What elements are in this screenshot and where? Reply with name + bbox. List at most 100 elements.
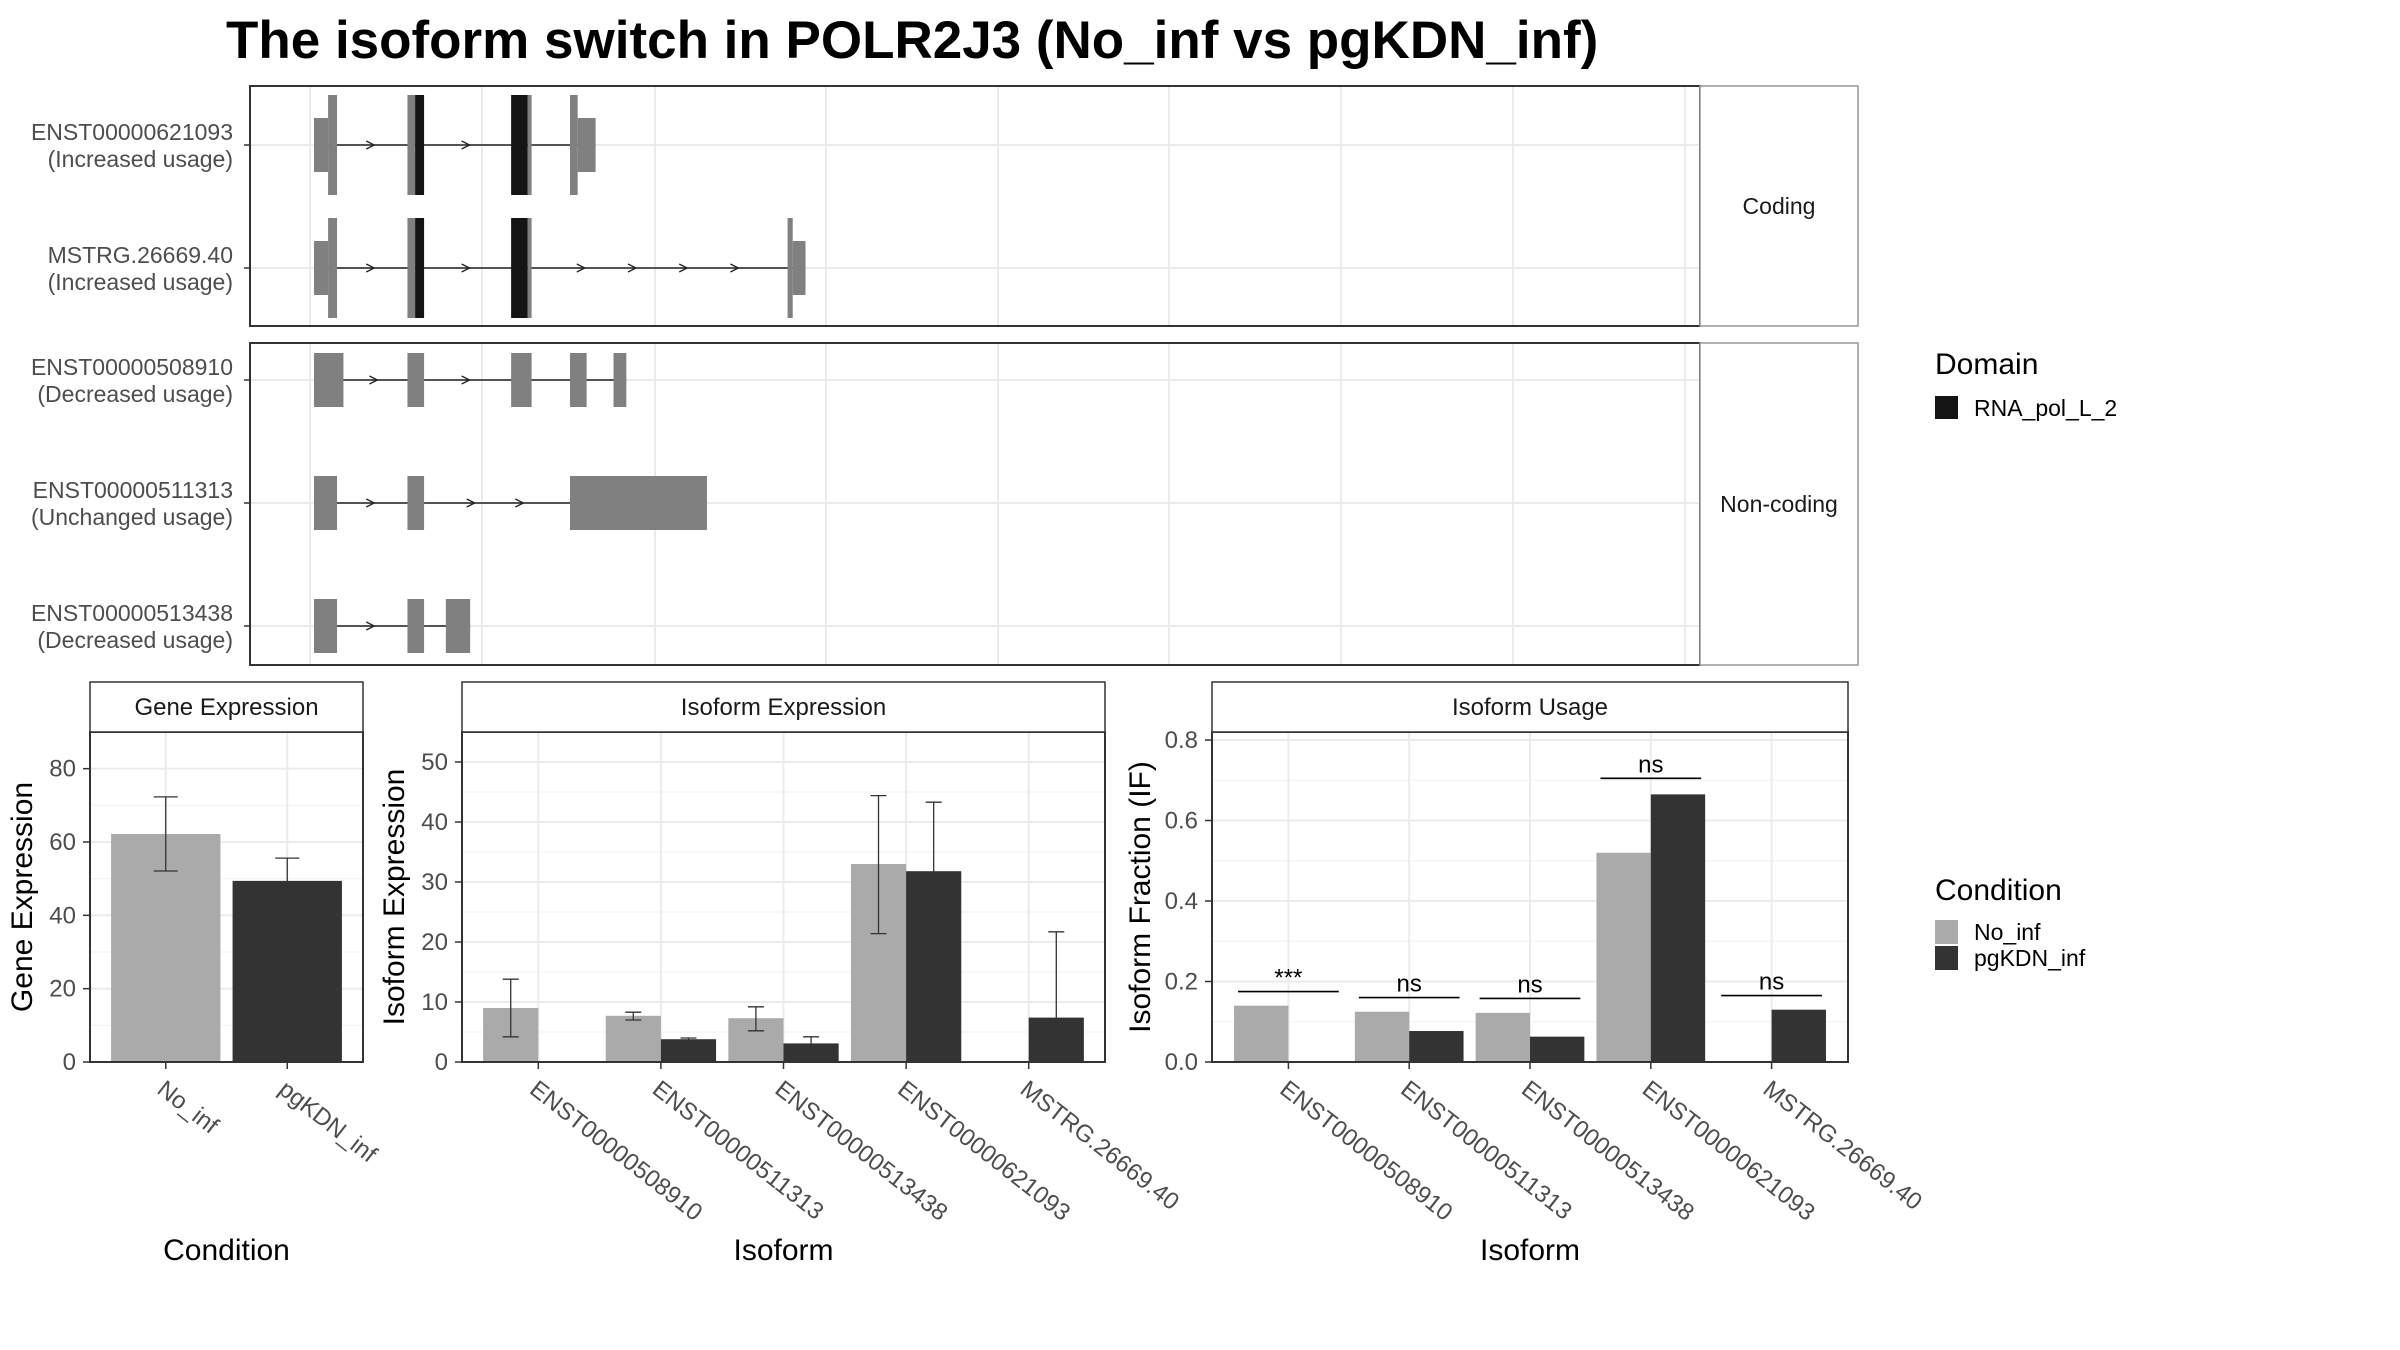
coding-exon: [328, 95, 338, 195]
bar: [660, 1039, 717, 1062]
domain-block: [415, 218, 425, 318]
utr-exon: [445, 599, 471, 653]
bar: [1409, 1031, 1464, 1062]
y-tick-label: 0.6: [1165, 808, 1198, 835]
bar: [783, 1043, 839, 1062]
intron-arrow-icon: [369, 375, 379, 385]
transcript-label: ENST00000508910: [31, 354, 233, 380]
significance-label: ns: [1638, 751, 1663, 778]
bar: [111, 833, 221, 1062]
utr-exon: [407, 599, 425, 653]
utr-exon: [407, 476, 425, 530]
coding-exon: [570, 95, 578, 195]
transcript-enst00000513438: ENST00000513438(Decreased usage): [31, 599, 471, 653]
facet-strip: [1699, 85, 1859, 327]
utr-exon: [314, 118, 329, 172]
significance-label: ns: [1517, 971, 1542, 998]
intron-arrow-icon: [627, 263, 638, 273]
x-tick-label: pgKDN_inf: [274, 1075, 382, 1168]
intron-arrow-icon: [365, 621, 376, 631]
isoform-usage-chart: ***ENST00000508910nsENST00000511313nsENS…: [1124, 681, 1927, 1267]
bar: [1771, 1009, 1826, 1062]
facet-strip-label: Coding: [1743, 193, 1816, 219]
x-tick-label: No_inf: [152, 1075, 224, 1139]
y-tick-label: 40: [421, 809, 448, 836]
y-tick-label: 60: [49, 829, 76, 856]
transcript-enst00000621093: ENST00000621093(Increased usage): [31, 95, 596, 195]
utr-exon: [314, 476, 338, 530]
coding-exon: [407, 218, 416, 318]
utr-exon: [570, 476, 707, 530]
significance-label: ns: [1397, 971, 1422, 998]
intron-arrow-icon: [365, 140, 376, 150]
transcript-usage-label: (Increased usage): [48, 146, 233, 172]
y-tick-label: 40: [49, 902, 76, 929]
y-axis-title: Isoform Expression: [378, 769, 411, 1026]
x-axis-title: Condition: [163, 1234, 290, 1267]
y-axis-title: Isoform Fraction (IF): [1124, 761, 1157, 1033]
transcript-label: ENST00000511313: [33, 477, 233, 503]
chart-strip: [1211, 681, 1849, 733]
utr-exon: [577, 118, 596, 172]
coding-exon: [527, 218, 532, 318]
bar: [1596, 852, 1651, 1062]
significance-label: ***: [1274, 965, 1302, 992]
y-tick-label: 30: [421, 869, 448, 896]
bar: [605, 1015, 661, 1062]
intron-arrow-icon: [365, 263, 376, 273]
utr-exon: [314, 241, 329, 295]
utr-exon: [511, 353, 532, 407]
transcript-mstrg.26669.40: MSTRG.26669.40(Increased usage): [48, 218, 806, 318]
coding-exon: [527, 95, 532, 195]
chart-strip-title: Isoform Usage: [1452, 694, 1608, 721]
intron-arrow-icon: [461, 140, 472, 150]
y-tick-label: 0: [435, 1049, 448, 1076]
condition-legend-key: [1935, 946, 1958, 970]
chart-strip: [89, 681, 364, 733]
coding-exon: [407, 95, 416, 195]
condition-legend-label: pgKDN_inf: [1974, 945, 2086, 971]
intron-arrow-icon: [730, 263, 740, 273]
intron-arrow-icon: [461, 263, 472, 273]
transcript-structure-plot: ENST00000621093(Increased usage) MSTRG.26…: [31, 85, 1859, 666]
facet-strip-label: Non-coding: [1720, 491, 1838, 517]
structure-panel-border: [249, 85, 1701, 327]
bar: [232, 880, 342, 1062]
utr-exon: [314, 353, 344, 407]
intron-arrow-icon: [466, 498, 477, 508]
transcript-usage-label: (Decreased usage): [37, 381, 233, 407]
condition-legend-key: [1935, 920, 1958, 944]
coding-exon: [787, 218, 793, 318]
figure-title: The isoform switch in POLR2J3 (No_inf vs…: [226, 11, 1598, 70]
isoform-expression-chart: ENST00000508910ENST00000511313ENST000005…: [378, 681, 1184, 1267]
intron-arrow-icon: [461, 375, 472, 385]
domain-block: [511, 218, 528, 318]
y-tick-label: 50: [421, 749, 448, 776]
bar: [1234, 1005, 1289, 1062]
transcript-usage-label: (Increased usage): [48, 269, 233, 295]
y-tick-label: 80: [49, 756, 76, 783]
chart-strip: [461, 681, 1106, 733]
intron-arrow-icon: [365, 498, 376, 508]
transcript-label: ENST00000513438: [31, 600, 233, 626]
domain-legend-label: RNA_pol_L_2: [1974, 395, 2117, 421]
y-tick-label: 20: [421, 929, 448, 956]
facet-strip: [1699, 342, 1859, 666]
y-tick-label: 0: [63, 1049, 76, 1076]
transcript-enst00000511313: ENST00000511313(Unchanged usage): [31, 476, 707, 530]
domain-legend-key: [1935, 396, 1958, 419]
y-axis-title: Gene Expression: [6, 782, 39, 1012]
significance-label: ns: [1759, 969, 1784, 996]
bar: [1650, 794, 1706, 1062]
y-tick-label: 0.4: [1165, 888, 1198, 915]
intron-arrow-icon: [576, 263, 587, 273]
chart-strip-title: Gene Expression: [134, 694, 318, 721]
x-axis-title: Isoform: [733, 1234, 833, 1267]
transcript-usage-label: (Unchanged usage): [31, 504, 233, 530]
y-tick-label: 10: [421, 989, 448, 1016]
transcript-enst00000508910: ENST00000508910(Decreased usage): [31, 353, 627, 407]
domain-legend-title: Domain: [1935, 348, 2038, 381]
transcript-label: MSTRG.26669.40: [48, 242, 233, 268]
domain-block: [415, 95, 425, 195]
